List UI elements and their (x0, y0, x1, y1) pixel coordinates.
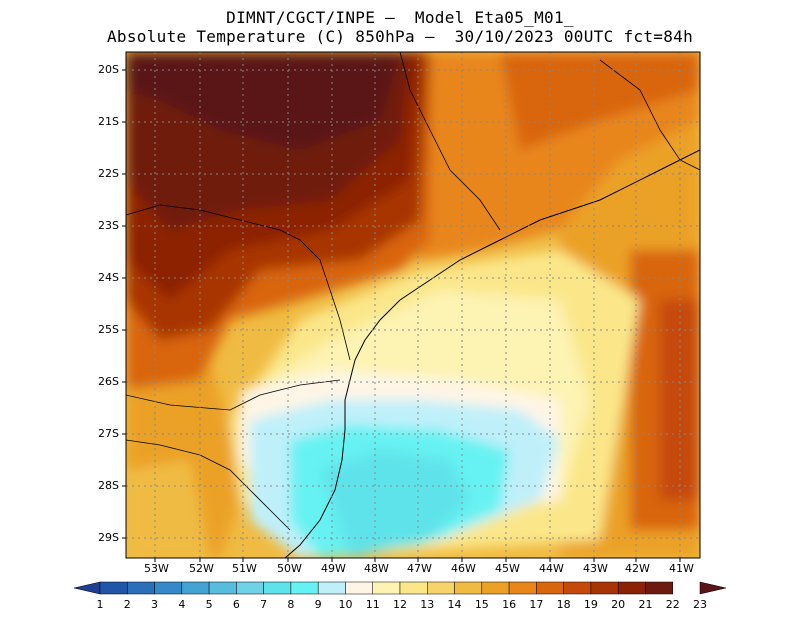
state-border-mid (126, 379, 341, 411)
colorbar-label: 19 (583, 598, 598, 611)
colorbar-segment (345, 581, 373, 595)
colorbar-label: 20 (611, 598, 626, 611)
colorbar-label: 5 (205, 598, 213, 611)
lon-label: 45W (495, 562, 520, 575)
colorbar-label: 3 (151, 598, 159, 611)
colorbar-label: 17 (529, 598, 544, 611)
colorbar-segment (399, 581, 428, 595)
colorbar-segment (372, 581, 401, 595)
colorbar (73, 581, 727, 595)
colorbar-segment (617, 581, 646, 595)
state-border-south (126, 439, 291, 531)
lat-label: 22S (98, 167, 119, 180)
lon-label: 42W (625, 562, 650, 575)
lon-label: 43W (583, 562, 608, 575)
lon-label: 52W (189, 562, 214, 575)
colorbar-label: 18 (556, 598, 571, 611)
lat-label: 27S (98, 427, 119, 440)
colorbar-segment (127, 581, 155, 595)
colorbar-label: 8 (287, 598, 295, 611)
colorbar-label: 14 (447, 598, 462, 611)
state-border-northeast (599, 59, 700, 171)
colorbar-segment (290, 581, 319, 595)
lat-label: 28S (98, 479, 119, 492)
colorbar-segment (263, 581, 292, 595)
colorbar-label: 4 (178, 598, 186, 611)
lat-label: 24S (98, 271, 119, 284)
colorbar-segment (427, 581, 455, 595)
lon-label: 49W (321, 562, 346, 575)
colorbar-label: 12 (393, 598, 407, 611)
lon-label: 48W (364, 562, 389, 575)
colorbar-segment (536, 581, 564, 595)
graticule (126, 52, 700, 558)
colorbar-label: 2 (123, 598, 131, 611)
map-title-line1: DIMNT/CGCT/INPE – Model Eta05_M01_ (226, 8, 574, 27)
lat-label: 20S (98, 63, 119, 76)
colorbar-segment (481, 581, 510, 595)
colorbar-segment (508, 581, 537, 595)
colorbar-arrow-high (699, 581, 727, 595)
colorbar-label: 15 (474, 598, 489, 611)
temperature-field (126, 52, 700, 558)
colorbar-segment (454, 581, 483, 595)
colorbar-label: 10 (338, 598, 353, 611)
colorbar-segment (590, 581, 619, 595)
colorbar-label: 16 (502, 598, 517, 611)
colorbar-label: 11 (365, 598, 380, 611)
lat-label: 23S (98, 219, 119, 232)
lon-label: 53W (144, 562, 169, 575)
map-title-line2: Absolute Temperature (C) 850hPa – 30/10/… (106, 27, 694, 46)
colorbar-label: 21 (638, 598, 653, 611)
colorbar-label: 7 (260, 598, 268, 611)
colorbar-segment (317, 581, 346, 595)
colorbar-segment (563, 581, 592, 595)
lat-label: 21S (98, 115, 119, 128)
lat-label: 26S (98, 375, 119, 388)
colorbar-label: 22 (665, 598, 680, 611)
state-border-north (126, 204, 351, 361)
map-frame (125, 51, 701, 559)
coastline (284, 149, 700, 558)
colorbar-arrow-low (73, 581, 101, 595)
colorbar-segment (236, 581, 264, 595)
colorbar-label: 9 (314, 598, 322, 611)
axis-ticks (122, 69, 681, 562)
state-border-east (399, 52, 501, 231)
lon-label: 44W (539, 562, 564, 575)
colorbar-segment (181, 581, 210, 595)
lon-label: 51W (232, 562, 257, 575)
colorbar-label: 6 (232, 598, 240, 611)
lat-label: 25S (98, 323, 119, 336)
colorbar-segment (645, 581, 673, 595)
lon-label: 47W (407, 562, 432, 575)
colorbar-label: 1 (96, 598, 104, 611)
colorbar-label: 23 (693, 598, 707, 611)
lat-label: 29S (98, 531, 119, 544)
colorbar-segment (154, 581, 183, 595)
colorbar-segment (99, 581, 128, 595)
lon-label: 46W (451, 562, 476, 575)
lon-label: 50W (277, 562, 302, 575)
colorbar-label: 13 (420, 598, 435, 611)
colorbar-segment (208, 581, 237, 595)
lon-label: 41W (669, 562, 694, 575)
